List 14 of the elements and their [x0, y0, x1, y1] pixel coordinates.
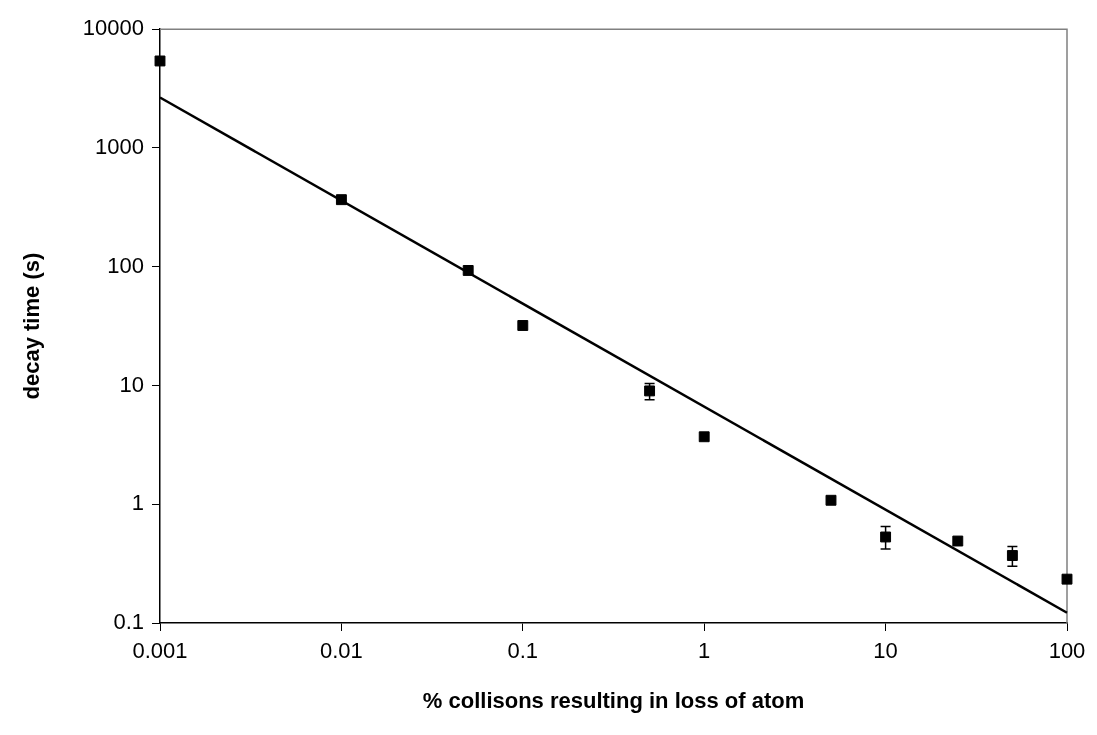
- x-tick-label: 0.001: [132, 638, 188, 664]
- x-tick-label: 1: [698, 638, 711, 664]
- x-axis-title: % collisons resulting in loss of atom: [422, 687, 805, 713]
- x-tick-label: 100: [1048, 638, 1086, 664]
- y-tick-label: 0.1: [113, 609, 144, 635]
- y-tick-label: 10: [119, 371, 144, 397]
- y-tick-label: 1: [131, 490, 144, 516]
- y-axis-title: decay time (s): [19, 252, 45, 400]
- x-tick-label: 0.01: [319, 638, 363, 664]
- y-tick-label: 1000: [95, 134, 144, 160]
- y-tick-label: 100: [107, 252, 144, 278]
- x-tick-label: 10: [873, 638, 898, 664]
- y-tick-label: 10000: [82, 15, 144, 41]
- x-tick-label: 0.1: [507, 638, 539, 664]
